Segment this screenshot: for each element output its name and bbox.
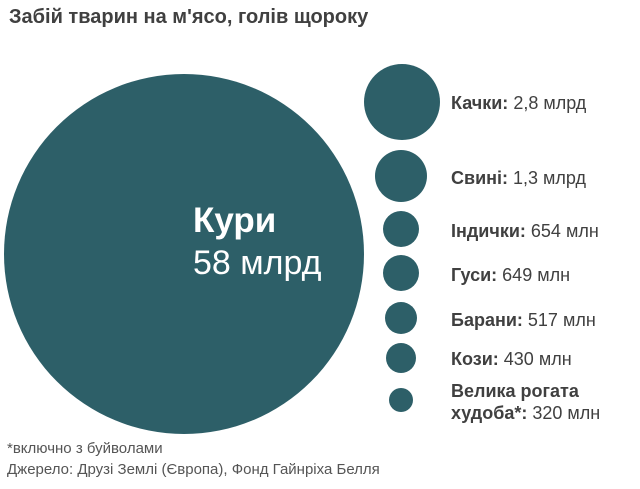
label-kachky: Качки: 2,8 млрд (451, 93, 587, 113)
label-kachky-name: Качки: (451, 93, 508, 113)
label-indychky-value: 654 млн (531, 221, 599, 241)
label-barany: Барани: 517 млн (451, 310, 596, 330)
label-barany-name: Барани: (451, 310, 523, 330)
label-husy-value: 649 млн (502, 265, 570, 285)
label-barany-value: 517 млн (528, 310, 596, 330)
bubble-kury (4, 74, 364, 434)
source: Джерело: Друзі Землі (Європа), Фонд Гайн… (7, 461, 380, 478)
label-svyni-name: Свині: (451, 168, 508, 188)
chart-title: Забій тварин на м'ясо, голів щороку (9, 6, 369, 28)
label-khudoba: худоба*: 320 млн (451, 403, 600, 423)
label-svyni: Свині: 1,3 млрд (451, 168, 587, 188)
bubble-husy (383, 255, 419, 291)
bubble-svyni (375, 150, 427, 202)
label-kozy: Кози: 430 млн (451, 349, 572, 369)
label-khudoba-name: худоба*: (451, 403, 527, 423)
label-svyni-value: 1,3 млрд (513, 168, 586, 188)
label-kozy-name: Кози: (451, 349, 499, 369)
label-kozy-value: 430 млн (504, 349, 572, 369)
bubble-indychky (383, 211, 419, 247)
label-husy: Гуси: 649 млн (451, 265, 570, 285)
bubble-khudoba (389, 388, 413, 412)
label-khudoba-line1: Велика рогата (451, 381, 580, 401)
label-kachky-value: 2,8 млрд (513, 93, 586, 113)
bubble-kozy (386, 343, 416, 373)
bubble-barany (385, 302, 417, 334)
label-khudoba-value: 320 млн (532, 403, 600, 423)
bubble-kachky (364, 64, 440, 140)
label-husy-name: Гуси: (451, 265, 497, 285)
label-indychky: Індички: 654 млн (451, 221, 599, 241)
label-indychky-name: Індички: (451, 221, 526, 241)
bubble-label-kury-value: 58 млрд (193, 244, 322, 282)
footnote: *включно з буйволами (7, 440, 163, 457)
bubble-label-kury-name: Кури (193, 201, 276, 240)
